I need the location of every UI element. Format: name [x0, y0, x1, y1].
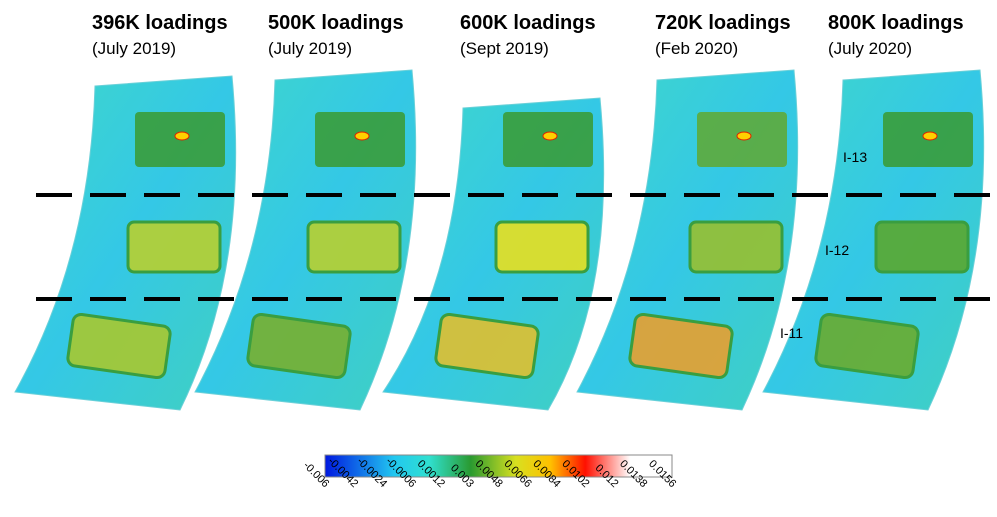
strain-region	[494, 220, 590, 274]
panel-title: 500K loadings	[268, 12, 404, 34]
panel-title: 600K loadings	[460, 12, 596, 34]
strain-region	[688, 220, 784, 274]
strain-region	[126, 220, 222, 274]
hot-spot	[922, 131, 938, 141]
colorbar	[324, 454, 673, 478]
strain-map	[382, 97, 605, 411]
panel-subtitle: (July 2019)	[92, 39, 176, 58]
region-label: I-11	[780, 325, 803, 341]
region-label: I-12	[825, 242, 849, 258]
strain-region	[246, 312, 352, 380]
region-label: I-13	[843, 149, 867, 165]
panel-subtitle: (Sept 2019)	[460, 39, 549, 58]
hot-spot	[736, 131, 752, 141]
strain-map	[194, 69, 417, 411]
panel-title: 396K loadings	[92, 12, 228, 34]
strain-region	[306, 220, 402, 274]
strain-region	[814, 312, 920, 380]
panel-title: 720K loadings	[655, 12, 791, 34]
strain-region	[66, 312, 172, 380]
hot-spot	[354, 131, 370, 141]
strain-region	[434, 312, 540, 380]
panel-subtitle: (July 2020)	[828, 39, 912, 58]
hot-spot	[174, 131, 190, 141]
strain-map	[14, 75, 237, 411]
strain-maps	[14, 69, 985, 411]
strain-region	[874, 220, 970, 274]
panel-subtitle: (July 2019)	[268, 39, 352, 58]
panel-subtitle: (Feb 2020)	[655, 39, 738, 58]
panel-title: 800K loadings	[828, 12, 964, 34]
strain-map	[576, 69, 799, 411]
hot-spot	[542, 131, 558, 141]
strain-map	[762, 69, 985, 411]
strain-region	[628, 312, 734, 380]
